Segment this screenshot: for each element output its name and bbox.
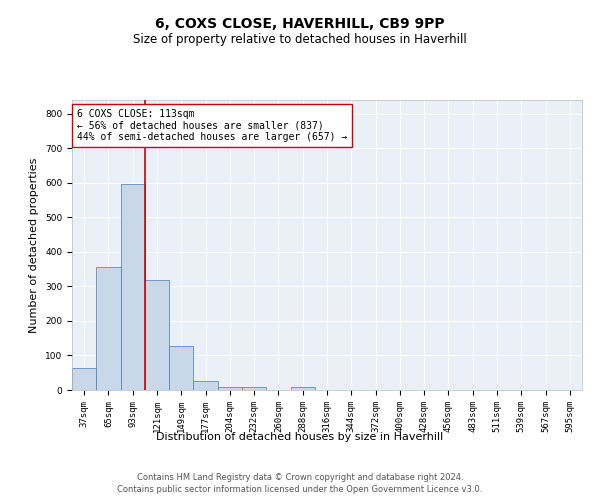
Bar: [218, 386, 242, 390]
Bar: [121, 184, 145, 390]
Bar: [72, 368, 96, 390]
Y-axis label: Number of detached properties: Number of detached properties: [29, 158, 40, 332]
Text: Size of property relative to detached houses in Haverhill: Size of property relative to detached ho…: [133, 32, 467, 46]
Bar: [96, 267, 121, 390]
Bar: [242, 387, 266, 390]
Text: 6, COXS CLOSE, HAVERHILL, CB9 9PP: 6, COXS CLOSE, HAVERHILL, CB9 9PP: [155, 18, 445, 32]
Text: 6 COXS CLOSE: 113sqm
← 56% of detached houses are smaller (837)
44% of semi-deta: 6 COXS CLOSE: 113sqm ← 56% of detached h…: [77, 108, 347, 142]
Text: Contains HM Land Registry data © Crown copyright and database right 2024.: Contains HM Land Registry data © Crown c…: [137, 472, 463, 482]
Text: Contains public sector information licensed under the Open Government Licence v3: Contains public sector information licen…: [118, 485, 482, 494]
Bar: [145, 280, 169, 390]
Bar: [193, 382, 218, 390]
Text: Distribution of detached houses by size in Haverhill: Distribution of detached houses by size …: [157, 432, 443, 442]
Bar: [169, 346, 193, 390]
Bar: [290, 386, 315, 390]
